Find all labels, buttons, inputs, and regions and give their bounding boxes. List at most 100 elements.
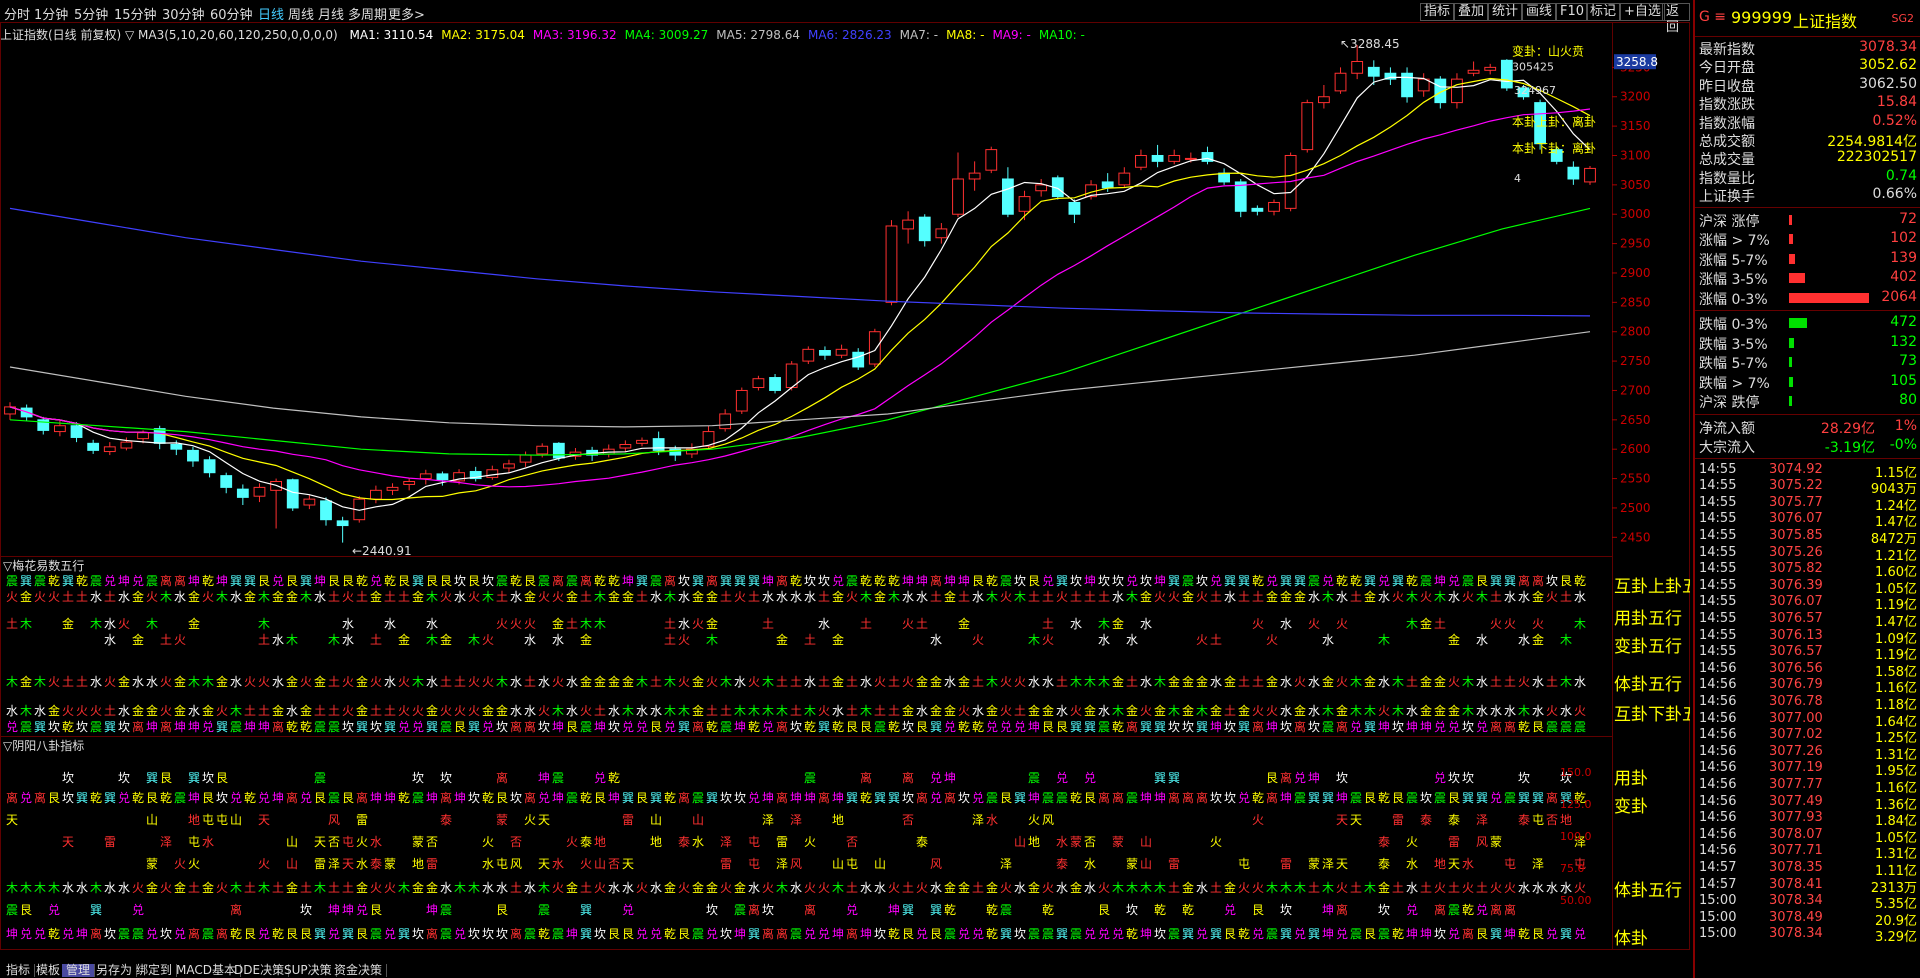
bottom-tab-1[interactable]: 模板 [32,964,66,977]
meihua-glyph: 土 [1350,590,1362,604]
toolbar-button-2[interactable]: 统计 [1488,3,1523,21]
indicator-title[interactable]: 上证指数(日线 前复权) ▽ MA3(5,10,20,60,120,250,0,… [0,28,338,42]
tick-row: 14:55 3075.82 1.60亿 [1699,561,1917,580]
yinyang-glyph: 坎 [1448,771,1460,785]
yinyang-glyph: 地 [594,835,606,849]
meihua-glyph: 水 [860,675,872,689]
candle-body [1101,181,1114,189]
meihua-glyph: 水 [286,704,298,718]
period-tab-2[interactable]: 5分钟 [74,8,109,23]
meihua-glyph: 金 [1434,674,1446,689]
yinyang-glyph: 离 [916,790,928,805]
meihua-glyph: 坤 [258,719,270,734]
candlestick-chart[interactable]: 3250320031503100305030002950290028502800… [0,0,1690,950]
meihua-glyph: 火 [1462,590,1474,604]
meihua-glyph: 乾 [804,720,816,734]
yinyang-glyph: 震 [692,791,704,805]
bottom-tab-8[interactable]: 资金决策 [330,964,388,977]
yinyang-glyph: 坎 [1378,903,1390,917]
meihua-glyph: 艮 [916,720,928,734]
meihua-glyph: 艮 [650,720,662,734]
period-tab-9[interactable]: 多周期 [348,8,388,23]
bottom-tab-6[interactable]: DDE决策 [230,964,290,977]
toolbar-button-7[interactable]: 返回 [1662,3,1690,35]
yinyang-glyph: 火 [258,857,270,871]
toolbar-button-5[interactable]: 标记 [1586,3,1621,21]
yinyang-glyph: 兑 [328,927,340,941]
bottom-tab-3[interactable]: 另存为 [92,964,138,977]
meihua-glyph: 离 [1532,573,1544,588]
meihua-glyph: 水 [1574,675,1586,689]
yinyang-glyph: 否 [1084,835,1096,849]
candle-body [1251,207,1264,212]
bottom-tab-2[interactable]: 管理 [62,964,96,977]
indicator-legend: 上证指数(日线 前复权) ▽ MA3(5,10,20,60,120,250,0,… [0,26,1101,42]
ma4-line [9,207,1591,456]
toolbar-button-1[interactable]: 叠加 [1454,3,1489,21]
meihua-glyph: 水 [1378,675,1390,689]
tick-row: 14:55 3075.26 1.21亿 [1699,545,1917,564]
period-tab-7[interactable]: 周线 [288,8,315,23]
meihua-glyph: 金 [314,674,326,689]
yinyang-glyph: 木 [1126,881,1138,895]
bottom-tab-0[interactable]: 指标 [2,964,36,977]
meihua-glyph: 艮 [1476,574,1488,588]
meihua-glyph: 火 [1392,590,1404,604]
high-marker: ↖3288.45 [1340,37,1400,51]
meihua-glyph: 兑 [944,720,956,734]
flow-value: 28.29亿 [1820,420,1875,437]
yinyang-glyph: 坎 [300,903,312,917]
meihua-glyph: 水 [804,675,816,689]
period-tab-5[interactable]: 60分钟 [210,8,253,23]
breadth-up-row: 涨幅 > 7% 102 [1699,230,1917,249]
meihua-glyph: 巽 [300,574,312,588]
toolbar-button-0[interactable]: 指标 [1420,3,1455,21]
yinyang-glyph: 蒙 [1070,835,1082,849]
toolbar-button-3[interactable]: 画线 [1522,3,1557,21]
yinyang-glyph: 屯 [846,857,858,871]
quote-row-value: 0.52% [1872,112,1917,129]
yinyang-glyph: 震 [986,791,998,805]
meihua-glyph: 乾 [1112,720,1124,734]
candle-body [1268,201,1280,212]
yinyang-glyph: 火 [720,881,732,895]
bottom-tab-4[interactable]: 绑定到 [132,964,178,977]
meihua-glyph: 震 [538,574,550,588]
y-tick-label: 2950 [1620,237,1651,251]
meihua-glyph: 木 [1574,617,1586,631]
yinyang-glyph: 水 [930,881,942,895]
meihua-glyph: 巽 [1238,720,1250,734]
bottom-tab-7[interactable]: SUP决策 [280,964,337,977]
period-tab-8[interactable]: 月线 [318,8,345,23]
yinyang-glyph: 乾 [538,927,550,941]
yinyang-glyph: 离 [230,902,242,917]
breadth-value: 102 [1890,230,1917,247]
yinyang-row-label: 变卦 [1614,797,1648,817]
yinyang-glyph: 坤 [1280,790,1292,805]
tick-time: 14:56 [1699,826,1737,842]
yinyang-glyph: 震 [1168,927,1180,941]
toolbar-button-4[interactable]: F10 [1556,3,1589,21]
meihua-glyph: 水 [104,617,116,631]
period-tab-4[interactable]: 30分钟 [162,8,205,23]
yinyang-glyph: 木 [1154,881,1166,895]
period-tab-1[interactable]: 1分钟 [34,8,69,23]
yinyang-glyph: 离 [6,790,18,805]
yinyang-glyph: 兑 [1238,791,1250,805]
period-tab-0[interactable]: 分时 [4,8,31,23]
meihua-glyph: 兑 [1476,720,1488,734]
meihua-glyph: 水 [552,633,564,647]
bottom-tab-5[interactable]: MACD基本 [172,964,241,977]
yinyang-glyph: 兑 [20,927,32,941]
period-tab-10[interactable]: 更多> [388,8,425,23]
toolbar-button-6[interactable]: +自选 [1620,3,1665,21]
tick-amount: 1.84亿 [1875,814,1917,830]
meihua-glyph: 土 [930,590,942,604]
meihua-glyph: 土 [1210,590,1222,604]
period-tab-6[interactable]: 日线 [258,8,285,23]
stock-code: 999999 [1731,8,1793,27]
yinyang-glyph: 艮 [160,771,172,785]
meihua-glyph: 震 [440,720,452,734]
meihua-glyph: 火 [1014,675,1026,689]
period-tab-3[interactable]: 15分钟 [114,8,157,23]
